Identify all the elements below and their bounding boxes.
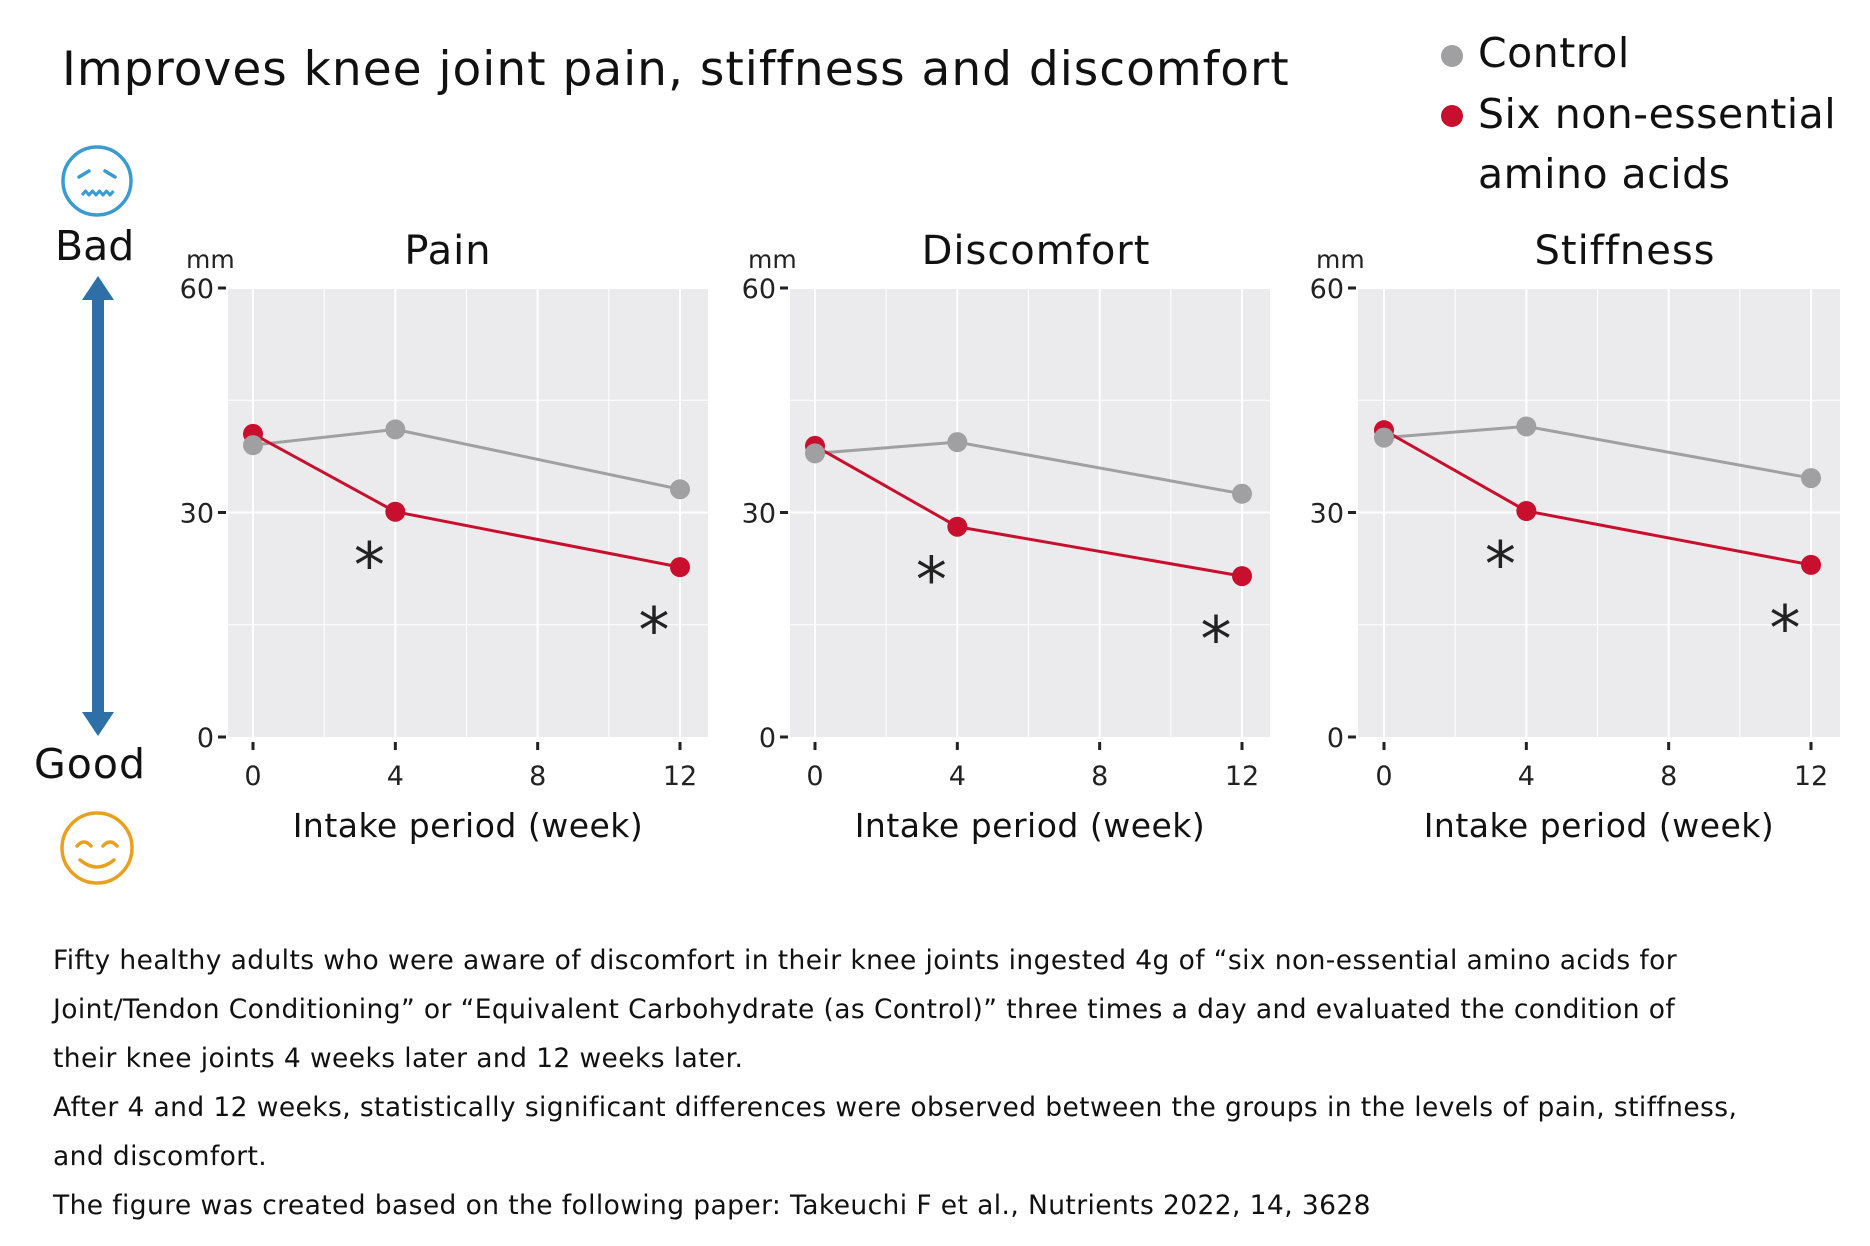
- control-data-point: [947, 432, 968, 453]
- significance-asterisk: *: [1201, 603, 1232, 676]
- x-tick-label: 12: [1794, 761, 1828, 792]
- caption-line: After 4 and 12 weeks, statistically sign…: [53, 1092, 1738, 1123]
- y-tick-label: 60: [180, 274, 214, 305]
- control-data-point: [243, 435, 263, 456]
- x-tick-label: 0: [806, 761, 823, 792]
- caption-line: Fifty healthy adults who were aware of d…: [53, 945, 1678, 976]
- caption-line: their knee joints 4 weeks later and 12 w…: [53, 1043, 744, 1074]
- significance-asterisk: *: [916, 544, 947, 617]
- legend-treatment-marker: [1441, 105, 1463, 127]
- scale-good-label: Good: [34, 740, 146, 788]
- y-tick-label: 0: [1327, 723, 1344, 754]
- significance-asterisk: *: [354, 529, 385, 602]
- y-axis-unit: mm: [1316, 245, 1365, 274]
- legend-control-label: Control: [1478, 29, 1630, 77]
- control-data-point: [805, 443, 825, 464]
- significance-asterisk: *: [1770, 592, 1801, 665]
- y-tick-label: 60: [742, 274, 776, 305]
- x-tick-label: 8: [1091, 761, 1108, 792]
- significance-asterisk: *: [639, 594, 670, 667]
- control-data-point: [1801, 468, 1821, 489]
- treatment-data-point: [670, 557, 690, 578]
- chart-title: Improves knee joint pain, stiffness and …: [62, 42, 1290, 97]
- x-axis-title: Intake period (week): [293, 806, 644, 845]
- panel-title: Discomfort: [922, 228, 1151, 274]
- double-arrow-vertical-icon: [82, 276, 114, 736]
- x-tick-label: 12: [1225, 761, 1259, 792]
- treatment-data-point: [947, 516, 968, 537]
- treatment-data-point: [1516, 501, 1537, 522]
- x-tick-label: 8: [529, 761, 546, 792]
- treatment-data-point: [385, 501, 406, 522]
- legend-control-marker: [1441, 45, 1463, 67]
- x-tick-label: 4: [387, 761, 404, 792]
- x-tick-label: 12: [663, 761, 697, 792]
- x-tick-label: 8: [1660, 761, 1677, 792]
- y-tick-label: 30: [742, 499, 776, 530]
- x-axis-title: Intake period (week): [1424, 806, 1775, 845]
- y-tick-label: 30: [180, 499, 214, 530]
- control-data-point: [1232, 483, 1252, 504]
- scale-bad-label: Bad: [55, 222, 135, 270]
- control-data-point: [670, 479, 690, 500]
- y-tick-label: 0: [197, 723, 214, 754]
- x-tick-label: 4: [949, 761, 966, 792]
- y-axis-unit: mm: [748, 245, 797, 274]
- legend-treatment-label-line2: amino acids: [1478, 150, 1731, 198]
- worried-face-icon: [61, 145, 133, 217]
- control-data-point: [1374, 427, 1394, 448]
- x-tick-label: 4: [1518, 761, 1535, 792]
- panel-title: Stiffness: [1535, 228, 1716, 274]
- caption: Fifty healthy adults who were aware of d…: [53, 936, 1853, 1230]
- y-axis-unit: mm: [186, 245, 235, 274]
- panel-title: Pain: [404, 228, 491, 274]
- x-tick-label: 0: [244, 761, 261, 792]
- significance-asterisk: *: [1485, 528, 1516, 601]
- smiling-face-icon: [60, 811, 134, 885]
- control-data-point: [385, 419, 406, 440]
- caption-line: Joint/Tendon Conditioning” or “Equivalen…: [53, 994, 1676, 1025]
- treatment-data-point: [1232, 566, 1252, 587]
- control-data-point: [1516, 416, 1537, 437]
- caption-line: The figure was created based on the foll…: [53, 1190, 1371, 1221]
- y-tick-label: 60: [1310, 274, 1344, 305]
- x-axis-title: Intake period (week): [855, 806, 1206, 845]
- x-tick-label: 0: [1375, 761, 1392, 792]
- legend-treatment-label: Six non-essential: [1478, 90, 1837, 138]
- y-tick-label: 0: [759, 723, 776, 754]
- caption-line: and discomfort.: [53, 1141, 268, 1172]
- y-tick-label: 30: [1310, 499, 1344, 530]
- treatment-data-point: [1801, 554, 1821, 575]
